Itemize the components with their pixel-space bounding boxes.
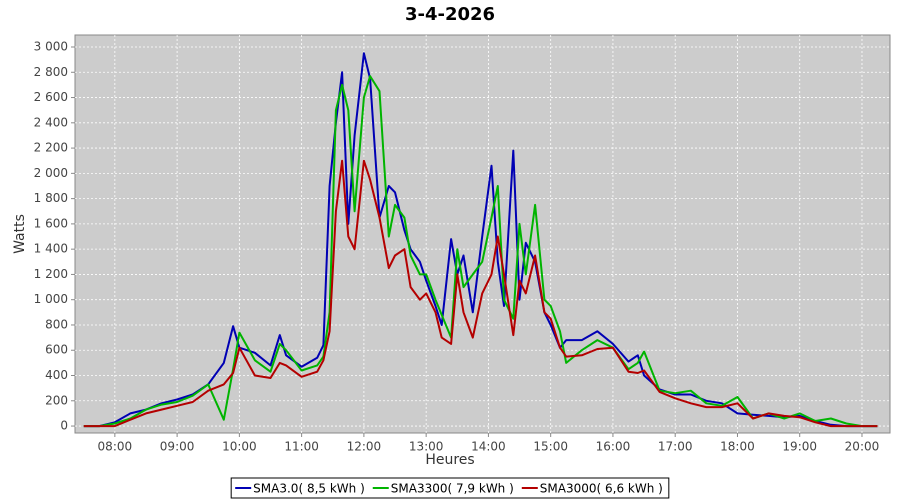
x-tick-label: 08:00 (98, 440, 133, 454)
legend-label: SMA3.0( 8,5 kWh ) (253, 482, 365, 496)
x-tick-label: 18:00 (720, 440, 755, 454)
x-tick-label: 09:00 (160, 440, 195, 454)
x-axis-label: Heures (425, 452, 474, 468)
y-tick-label: 1 400 (34, 242, 68, 256)
x-tick-label: 14:00 (471, 440, 506, 454)
y-tick-label: 2 400 (34, 115, 68, 129)
x-tick-label: 10:00 (222, 440, 257, 454)
series-line (83, 52, 878, 428)
legend-label: SMA3300( 7,9 kWh ) (391, 482, 514, 496)
y-tick-label: 2 600 (34, 90, 68, 104)
chart-title: 3-4-2026 (405, 4, 495, 25)
y-tick-label: 1 200 (34, 267, 68, 281)
x-tick-label: 19:00 (782, 440, 817, 454)
legend: SMA3.0( 8,5 kWh ) SMA3300( 7,9 kWh ) SMA30… (230, 477, 670, 499)
y-tick-label: 1 000 (34, 292, 68, 306)
y-tick-label: 3 000 (34, 40, 68, 54)
y-tick-label: 2 800 (34, 65, 68, 79)
legend-label: SMA3000( 6,6 kWh ) (540, 482, 663, 496)
series-line (83, 159, 878, 428)
y-axis-label: Watts (12, 214, 28, 254)
y-tick-label: 0 (60, 419, 68, 433)
y-tick-label: 1 600 (34, 216, 68, 230)
x-tick-label: 13:00 (409, 440, 444, 454)
y-tick-label: 600 (45, 343, 68, 357)
y-tick-label: 2 000 (34, 166, 68, 180)
series-line (83, 75, 878, 428)
y-tick-label: 2 200 (34, 141, 68, 155)
y-tick-label: 1 800 (34, 191, 68, 205)
x-tick-label: 15:00 (533, 440, 568, 454)
x-tick-label: 20:00 (845, 440, 880, 454)
y-tick-label: 200 (45, 393, 68, 407)
x-tick-label: 12:00 (347, 440, 382, 454)
x-tick-label: 17:00 (658, 440, 693, 454)
legend-box (230, 477, 670, 499)
y-tick-label: 400 (45, 368, 68, 382)
x-tick-label: 16:00 (596, 440, 631, 454)
y-tick-label: 800 (45, 317, 68, 331)
x-tick-label: 11:00 (284, 440, 319, 454)
